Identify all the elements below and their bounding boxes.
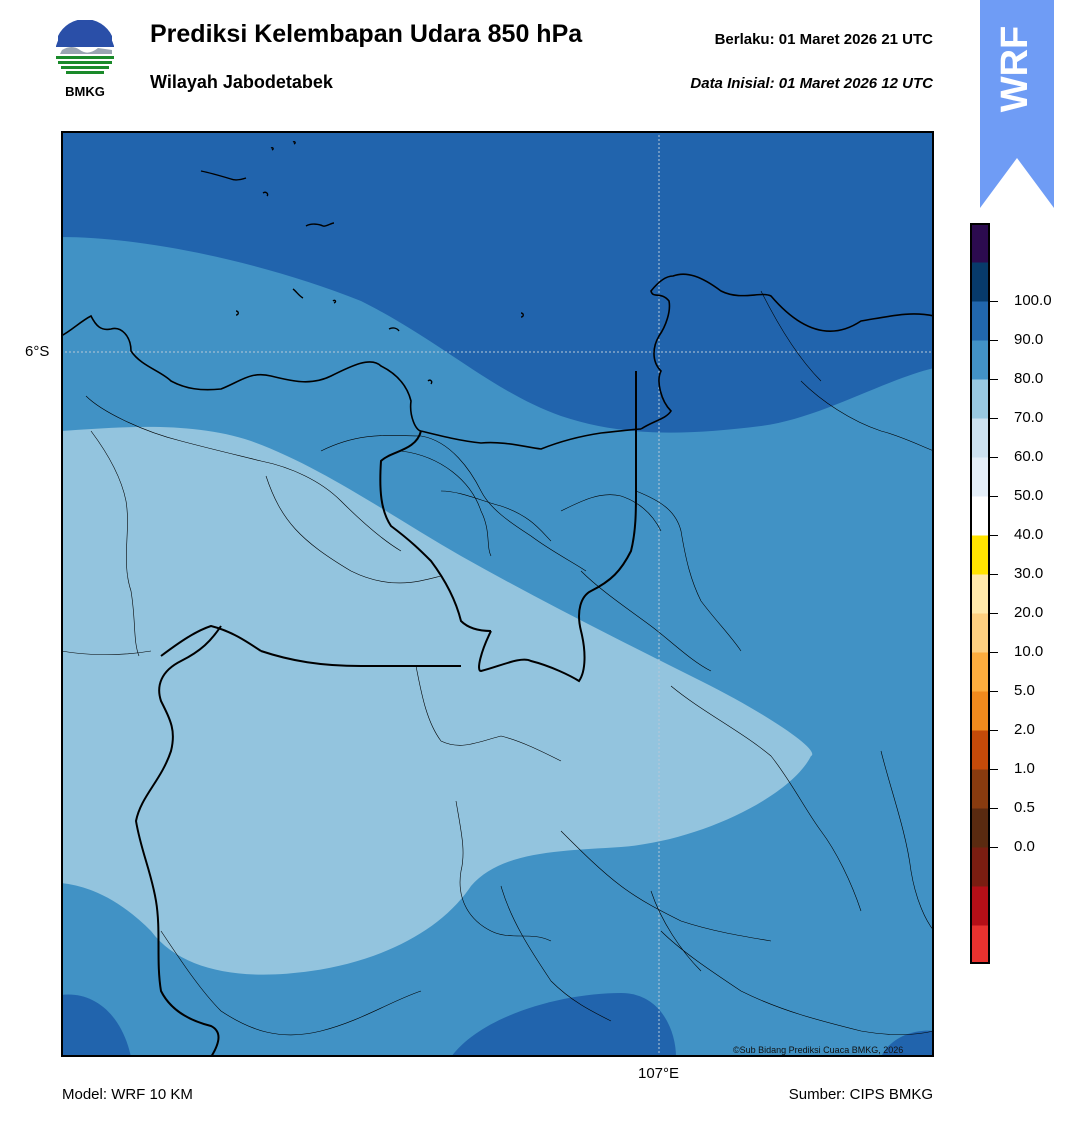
colorbar-segment (970, 262, 990, 302)
colorbar-segment (970, 847, 990, 887)
bmkg-logo (52, 19, 118, 100)
colorbar-tick-label: 0.5 (1014, 799, 1035, 816)
colorbar-segment (970, 769, 990, 809)
colorbar-tick (990, 769, 998, 770)
colorbar-segment (970, 223, 990, 263)
colorbar-tick (990, 808, 998, 809)
humidity-band-80-90-sw (61, 994, 131, 1057)
thousand-islands (200, 141, 524, 385)
colorbar-tick (990, 340, 998, 341)
colorbar-tick-label: 10.0 (1014, 643, 1044, 660)
colorbar-segment (970, 613, 990, 653)
colorbar-segment (970, 574, 990, 614)
colorbar-tick (990, 847, 998, 848)
colorbar-tick-label: 0.0 (1014, 838, 1035, 855)
colorbar (970, 223, 990, 965)
humidity-band-80-90-se (881, 1030, 934, 1057)
wrf-text: WRF (994, 26, 1036, 113)
colorbar-tick-label: 50.0 (1014, 487, 1044, 504)
colorbar-segment (970, 691, 990, 731)
colorbar-segment (970, 457, 990, 497)
colorbar-segment (970, 301, 990, 341)
source-label: Sumber: CIPS BMKG (788, 1086, 933, 1103)
coastline (60, 273, 935, 450)
colorbar-tick-label: 1.0 (1014, 760, 1035, 777)
map-copyright: ©Sub Bidang Prediksi Cuaca BMKG, 2026 (733, 1045, 903, 1055)
colorbar-segment (970, 730, 990, 770)
colorbar-tick-label: 20.0 (1014, 604, 1044, 621)
colorbar-tick-label: 90.0 (1014, 331, 1044, 348)
map-frame (61, 131, 934, 1057)
colorbar-segment (970, 340, 990, 380)
colorbar-segment (970, 379, 990, 419)
colorbar-segment (970, 925, 990, 965)
colorbar-tick (990, 457, 998, 458)
region-subtitle: Wilayah Jabodetabek (150, 72, 333, 92)
colorbar-tick-label: 100.0 (1014, 292, 1052, 309)
model-label: Model: WRF 10 KM (62, 1086, 193, 1103)
wrf-badge (980, 0, 1054, 210)
colorbar-tick (990, 301, 998, 302)
colorbar-segment (970, 496, 990, 536)
init-time: Data Inisial: 01 Maret 2026 12 UTC (690, 75, 933, 92)
colorbar-segment (970, 418, 990, 458)
colorbar-tick (990, 613, 998, 614)
colorbar-tick (990, 652, 998, 653)
colorbar-tick-label: 40.0 (1014, 526, 1044, 543)
district-boundaries (60, 290, 935, 1036)
humidity-band-80-90-s (451, 993, 676, 1057)
colorbar-segment (970, 886, 990, 926)
colorbar-tick-label: 5.0 (1014, 682, 1035, 699)
colorbar-tick-label: 30.0 (1014, 565, 1044, 582)
colorbar-segment (970, 652, 990, 692)
latitude-label: 6°S (25, 343, 50, 360)
colorbar-tick-label: 80.0 (1014, 370, 1044, 387)
colorbar-segment (970, 808, 990, 848)
colorbar-tick (990, 418, 998, 419)
colorbar-tick-label: 2.0 (1014, 721, 1035, 738)
humidity-band-60-70 (61, 426, 813, 975)
colorbar-segment (970, 535, 990, 575)
wrf-badge-text: WRF (980, 14, 1054, 124)
chart-title: Prediksi Kelembapan Udara 850 hPa (150, 20, 583, 48)
logo-text: BMKG (65, 84, 105, 99)
colorbar-tick (990, 574, 998, 575)
colorbar-tick (990, 496, 998, 497)
valid-time: Berlaku: 01 Maret 2026 21 UTC (714, 31, 933, 48)
colorbar-tick-label: 60.0 (1014, 448, 1044, 465)
humidity-map: ©Sub Bidang Prediksi Cuaca BMKG, 2026 (60, 131, 935, 1058)
colorbar-tick (990, 691, 998, 692)
colorbar-tick-label: 70.0 (1014, 409, 1044, 426)
colorbar-tick (990, 730, 998, 731)
longitude-label: 107°E (638, 1065, 680, 1082)
colorbar-frame (970, 223, 990, 964)
province-boundaries (134, 371, 637, 1058)
colorbar-tick (990, 535, 998, 536)
colorbar-tick (990, 379, 998, 380)
